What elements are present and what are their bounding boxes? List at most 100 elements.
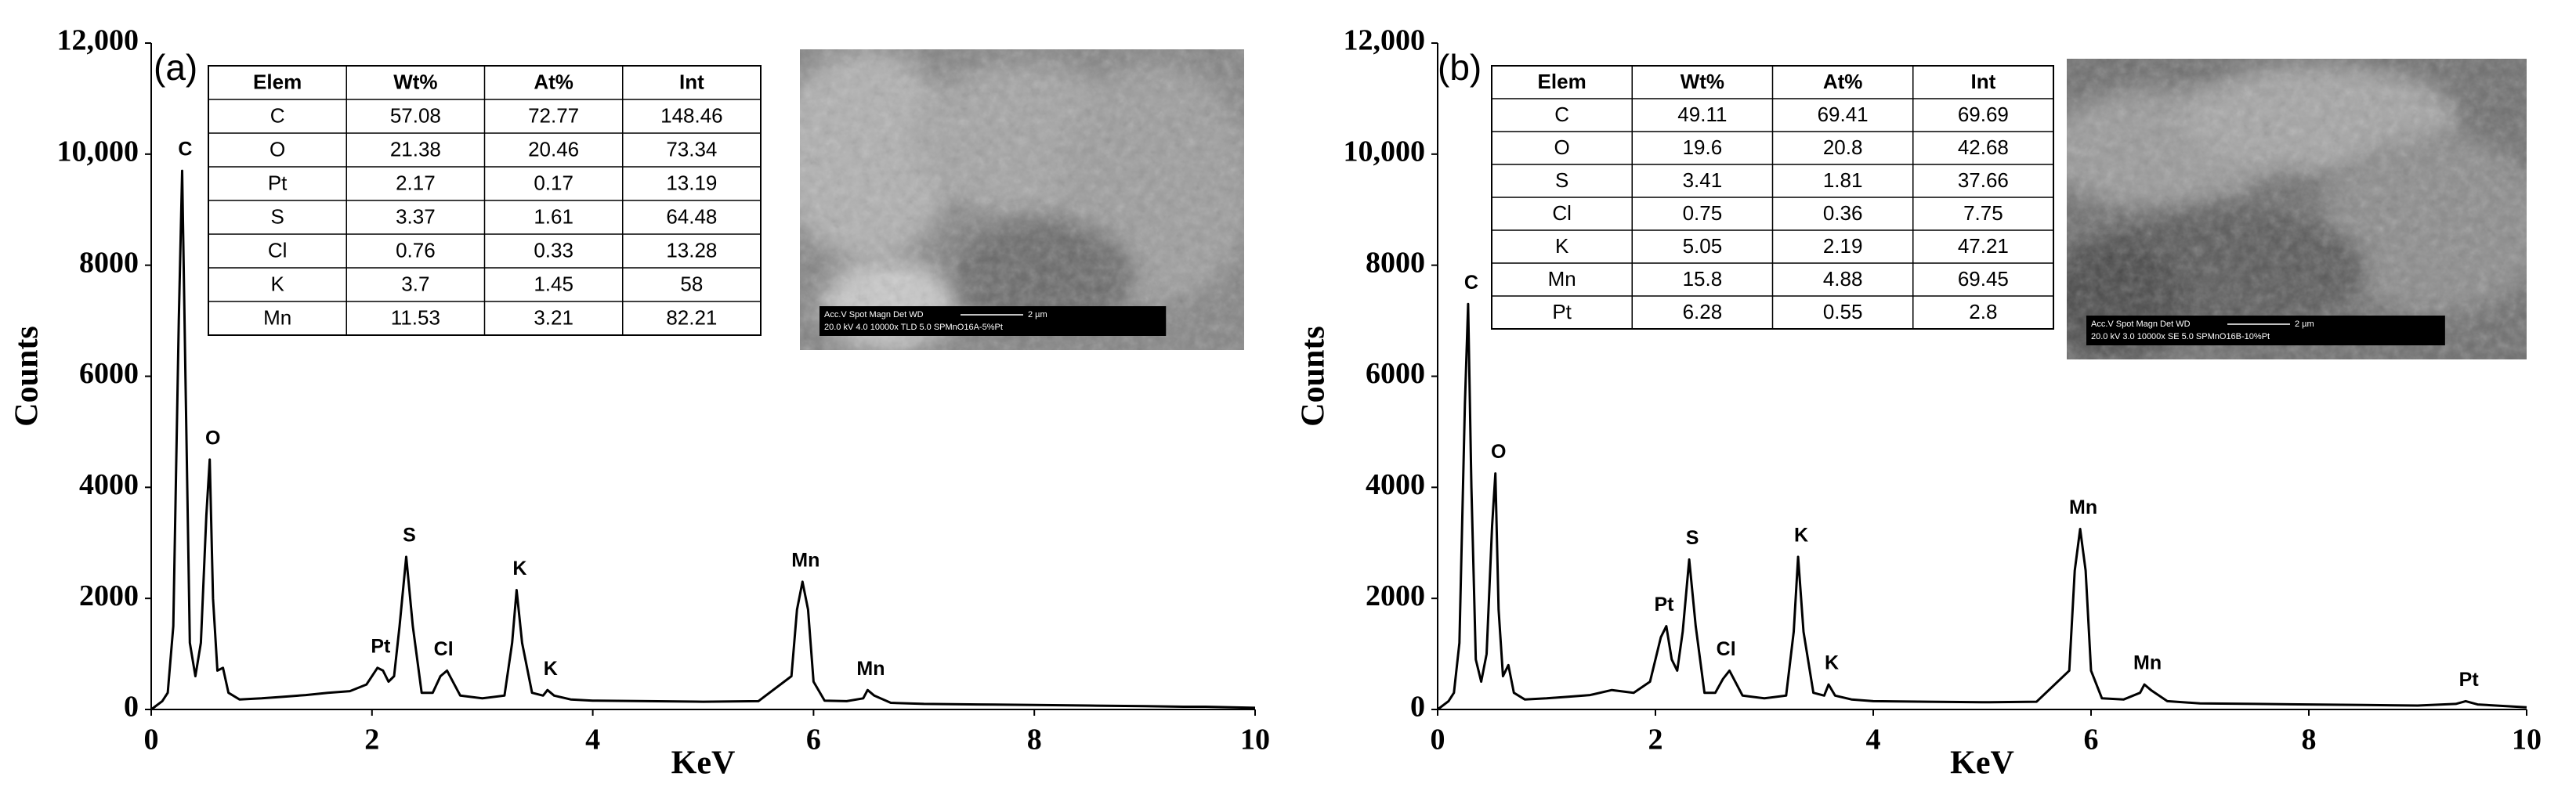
peak-label: Mn (2069, 496, 2097, 518)
sem-content: Acc.V Spot Magn Det WD 2 µm 20.0 kV 4.0 10… (800, 49, 1244, 350)
table-cell: 21.38 (390, 137, 441, 161)
x-tick-label: 4 (585, 724, 600, 756)
peak-label: C (178, 139, 192, 161)
table-cell: 7.75 (1963, 201, 2003, 225)
x-tick-label: 10 (1240, 724, 1270, 756)
table-cell: 0.17 (534, 171, 573, 194)
image-caption: 20.0 kV 4.0 10000x TLD 5.0 SPMnO16A-5%Pt (824, 323, 1003, 332)
table-header: Int (1970, 70, 1995, 93)
table-cell: C (270, 103, 285, 127)
table-cell: 0.33 (534, 238, 573, 262)
table-cell: 0.36 (1823, 201, 1863, 225)
table-cell: 2.19 (1823, 234, 1863, 258)
peak-label: Pt (2459, 669, 2480, 691)
peak-label: O (205, 427, 220, 449)
x-tick-label: 8 (1027, 724, 1042, 756)
y-tick-label: 4000 (1366, 468, 1425, 501)
table-header: At% (1823, 70, 1863, 93)
table-cell: 2.8 (1969, 300, 1997, 323)
peak-label: Mn (856, 658, 885, 680)
table-cell: 64.48 (666, 204, 717, 228)
table-cell: 58 (680, 272, 703, 295)
y-tick-label: 6000 (79, 357, 139, 390)
table-cell: 3.37 (396, 204, 436, 228)
table-cell: 37.66 (1958, 168, 2009, 192)
table-cell: 1.45 (534, 272, 573, 295)
table-cell: S (270, 204, 284, 228)
x-axis-label: KeV (1950, 745, 2014, 782)
table-cell: 19.6 (1683, 135, 1723, 159)
y-tick-label: 2000 (79, 579, 139, 612)
peak-label: Cl (434, 638, 454, 660)
sem-noise (2067, 59, 2527, 359)
table-cell: 69.45 (1958, 267, 2009, 291)
table-cell: K (1555, 234, 1569, 258)
table-cell: 42.68 (1958, 135, 2009, 159)
table-cell: 13.19 (666, 171, 717, 194)
table-cell: 13.28 (666, 238, 717, 262)
x-tick-label: 4 (1866, 724, 1881, 756)
table-cell: 3.21 (534, 305, 573, 329)
table-cell: O (270, 137, 285, 161)
x-tick-label: 2 (364, 724, 379, 756)
caption-bar (2086, 316, 2445, 345)
table-cell: 69.69 (1958, 103, 2009, 126)
peak-label: C (1464, 272, 1478, 294)
table-cell: 4.88 (1823, 267, 1863, 291)
table-cell: Cl (1552, 201, 1572, 225)
image-caption: 2 µm (1028, 310, 1047, 319)
panel-label: (a) (154, 47, 197, 88)
table-cell: 1.81 (1823, 168, 1863, 192)
table-cell: 0.75 (1683, 201, 1723, 225)
x-tick-label: 6 (806, 724, 821, 756)
image-caption: Acc.V Spot Magn Det WD (824, 310, 924, 319)
x-tick-label: 0 (144, 724, 159, 756)
table-cell: C (1554, 103, 1569, 126)
table-cell: Cl (268, 238, 288, 262)
y-axis-label: Counts (9, 326, 45, 426)
caption-bar (819, 306, 1167, 336)
peak-label: Mn (2133, 652, 2162, 674)
sem-image: Acc.V Spot Magn Det WD 2 µm 20.0 kV 3.0 10… (2067, 59, 2527, 359)
table-cell: 20.8 (1823, 135, 1863, 159)
panel-label: (b) (1438, 47, 1482, 88)
x-tick-label: 6 (2084, 724, 2099, 756)
table-cell: 57.08 (390, 103, 441, 127)
table-cell: Pt (1552, 300, 1572, 323)
peak-label: K (544, 658, 558, 680)
spectrum-line (1437, 302, 2527, 711)
sem-noise (800, 49, 1244, 350)
y-tick-label: 6000 (1366, 357, 1425, 390)
table-cell: 15.8 (1683, 267, 1723, 291)
y-axis-label: Counts (1296, 326, 1332, 426)
table-header: Elem (253, 70, 302, 93)
peak-label: K (512, 558, 526, 579)
y-tick-label: 2000 (1366, 579, 1425, 612)
peak-label: Pt (1654, 594, 1674, 615)
sem-content: Acc.V Spot Magn Det WD 2 µm 20.0 kV 3.0 10… (2067, 59, 2527, 359)
table-header: Wt% (1681, 70, 1724, 93)
y-tick-label: 12,000 (57, 24, 139, 57)
table-cell: 1.61 (534, 204, 573, 228)
image-caption: 20.0 kV 3.0 10000x SE 5.0 SPMnO16B-10%Pt (2091, 332, 2270, 341)
y-tick-label: 0 (124, 691, 139, 724)
table-cell: Mn (263, 305, 291, 329)
spectrum-line (150, 169, 1256, 711)
table-cell: O (1554, 135, 1570, 159)
table-header: Int (679, 70, 704, 93)
peak-label: K (1794, 525, 1808, 547)
y-tick-label: 8000 (79, 246, 139, 279)
table-cell: S (1555, 168, 1568, 192)
table-header: At% (534, 70, 573, 93)
x-tick-label: 8 (2302, 724, 2317, 756)
table-cell: 6.28 (1683, 300, 1723, 323)
y-tick-label: 0 (1410, 691, 1425, 724)
table-cell: 0.76 (396, 238, 436, 262)
table-cell: 69.41 (1818, 103, 1869, 126)
sem-image: Acc.V Spot Magn Det WD 2 µm 20.0 kV 4.0 10… (800, 49, 1244, 350)
table-cell: 3.7 (401, 272, 429, 295)
table-cell: 2.17 (396, 171, 436, 194)
y-tick-label: 8000 (1366, 246, 1425, 279)
